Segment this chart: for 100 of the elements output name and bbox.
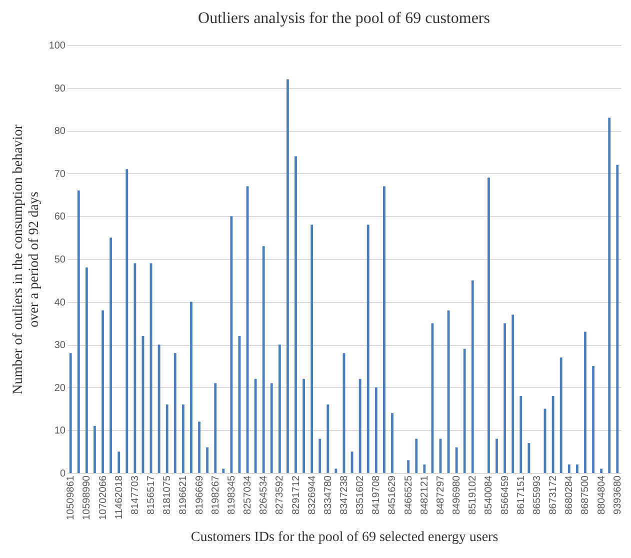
bar — [488, 178, 490, 473]
bar — [214, 383, 217, 473]
y-tick-label: 10 — [54, 426, 66, 437]
x-tick-label: 8273592 — [274, 475, 286, 514]
x-tick-label: 8519102 — [468, 475, 479, 514]
x-tick-label: 8680284 — [564, 475, 576, 514]
x-tick-label: 8351602 — [355, 475, 366, 514]
bar — [568, 464, 570, 473]
y-tick-label: 50 — [54, 254, 66, 266]
x-tick-label: 8257034 — [242, 475, 254, 514]
bar — [423, 464, 426, 473]
x-tick-label: 8147703 — [130, 475, 141, 514]
x-tick-label: 8347238 — [339, 475, 350, 514]
bar — [77, 190, 80, 473]
x-tick-label: 8196621 — [178, 475, 190, 514]
x-tick-label: 8687500 — [580, 475, 592, 514]
bar — [102, 310, 104, 473]
bar — [278, 344, 281, 473]
bar — [126, 169, 128, 473]
x-tick-label: 8326944 — [306, 475, 318, 514]
x-tick-label: 8540084 — [484, 475, 495, 514]
x-tick-label: 11462018 — [114, 475, 125, 520]
bar — [294, 156, 297, 473]
bar — [520, 396, 522, 473]
x-tick-label: 9393680 — [612, 475, 624, 514]
x-tick-label: 8617151 — [516, 475, 527, 514]
bar — [455, 447, 458, 473]
bar — [584, 332, 586, 473]
bar — [600, 468, 603, 473]
y-tick-label: 80 — [54, 126, 66, 138]
bar — [463, 348, 466, 473]
bar — [302, 378, 306, 473]
bar — [230, 216, 233, 473]
y-tick-label: 40 — [54, 297, 66, 308]
bar — [310, 224, 314, 473]
y-tick-label: 60 — [54, 212, 66, 223]
y-axis-title: Number of outliers in the consumption behavior over a period of 92 days — [10, 124, 42, 394]
bar — [318, 438, 322, 473]
x-tick-label: 10702066 — [98, 475, 109, 520]
bar — [182, 404, 184, 473]
x-tick-label: 10509861 — [66, 475, 77, 520]
bar — [118, 452, 120, 473]
bar — [431, 323, 434, 473]
bar — [254, 378, 257, 473]
bar — [616, 164, 619, 473]
bar — [496, 438, 498, 473]
bar — [552, 396, 554, 473]
y-tick-label: 70 — [54, 168, 66, 180]
bar — [471, 280, 474, 473]
bar — [358, 378, 362, 473]
bar — [270, 383, 273, 473]
bar — [198, 422, 200, 473]
bar — [374, 387, 378, 473]
y-tick-label: 30 — [54, 340, 66, 352]
bar — [94, 426, 96, 473]
x-tick-label: 8451629 — [387, 475, 398, 514]
x-tick-label: 8487297 — [435, 475, 446, 514]
bar — [85, 268, 88, 473]
bar — [560, 357, 562, 473]
bar — [528, 443, 530, 473]
bar — [174, 353, 176, 473]
bar — [206, 447, 209, 473]
bar — [407, 460, 410, 473]
x-tick-label: 8673172 — [548, 475, 560, 514]
bar — [69, 353, 72, 473]
bar — [166, 404, 168, 473]
x-tick-label: 8196669 — [194, 475, 206, 514]
bar — [366, 224, 370, 473]
bar — [222, 468, 225, 473]
x-tick-label: 8264534 — [258, 475, 270, 514]
x-tick-label: 8291712 — [290, 475, 302, 514]
bar — [576, 464, 578, 473]
bar — [592, 366, 594, 473]
x-tick-label: 8181075 — [162, 475, 174, 514]
bar — [326, 404, 330, 473]
x-tick-label: 8482121 — [419, 475, 430, 514]
x-axis-title: Customers IDs for the pool of 69 selected energy users — [190, 530, 498, 545]
x-tick-label: 8804804 — [596, 475, 608, 514]
x-tick-label: 8566459 — [500, 475, 511, 514]
x-tick-label: 8198345 — [226, 475, 238, 514]
bar — [286, 79, 289, 473]
bar — [512, 314, 514, 473]
bar — [415, 438, 418, 473]
bar — [158, 344, 160, 473]
x-tick-label: 8655993 — [532, 475, 543, 514]
bar — [262, 246, 265, 473]
y-tick-label: 20 — [54, 382, 66, 394]
chart-title: Outliers analysis for the pool of 69 customers — [198, 10, 490, 27]
bar — [504, 323, 506, 473]
x-tick-label: 8496980 — [452, 475, 463, 514]
x-tick-label: 8466525 — [403, 475, 414, 514]
x-tick-label: 8419708 — [371, 475, 382, 514]
x-tick-label: 10598990 — [82, 475, 93, 520]
bar — [134, 263, 136, 473]
bar — [608, 118, 611, 473]
x-tick-label: 8198267 — [210, 475, 222, 514]
y-tick-label: 90 — [54, 83, 66, 94]
y-tick-label: 100 — [48, 40, 66, 52]
bar — [382, 186, 386, 473]
bar — [110, 238, 112, 473]
